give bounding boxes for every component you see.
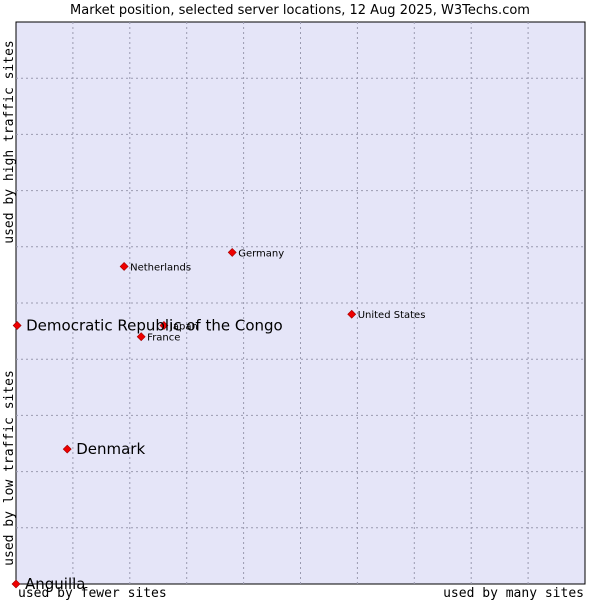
- data-points: Germany Netherlands United States JapanFran…: [11, 247, 426, 593]
- point-label: Democratic Republic of the Congo: [26, 316, 283, 334]
- grid-lines: [16, 22, 585, 584]
- point-marker: [136, 332, 146, 342]
- data-point: United States: [347, 309, 426, 321]
- point-marker: [227, 247, 237, 257]
- point-label: United States: [358, 310, 426, 321]
- data-point: Anguilla: [11, 575, 86, 593]
- data-point: Japan: [159, 321, 198, 332]
- data-point: France: [136, 332, 180, 344]
- point-marker: [62, 444, 72, 454]
- y-axis-label-top: used by high traffic sites: [2, 40, 17, 244]
- point-label: Japan: [169, 321, 198, 332]
- point-label: Germany: [238, 248, 284, 259]
- data-point: Denmark: [62, 440, 145, 458]
- chart-title: Market position, selected server locatio…: [70, 3, 530, 18]
- y-axis-label-bottom: used by low traffic sites: [2, 370, 17, 566]
- x-axis-label-left: used by fewer sites: [18, 586, 167, 600]
- point-marker: [347, 309, 357, 319]
- point-marker: [119, 262, 129, 271]
- point-marker: [159, 321, 169, 330]
- point-label: Denmark: [76, 440, 145, 458]
- point-label: Anguilla: [25, 575, 86, 593]
- point-marker: [11, 579, 21, 589]
- point-marker: [12, 321, 22, 330]
- data-point: Democratic Republic of the Congo: [12, 316, 283, 334]
- point-label: France: [147, 333, 180, 344]
- point-label: Netherlands: [130, 262, 191, 273]
- data-point: Germany: [227, 247, 284, 259]
- x-axis-label-right: used by many sites: [443, 586, 584, 600]
- data-point: Netherlands: [119, 262, 191, 273]
